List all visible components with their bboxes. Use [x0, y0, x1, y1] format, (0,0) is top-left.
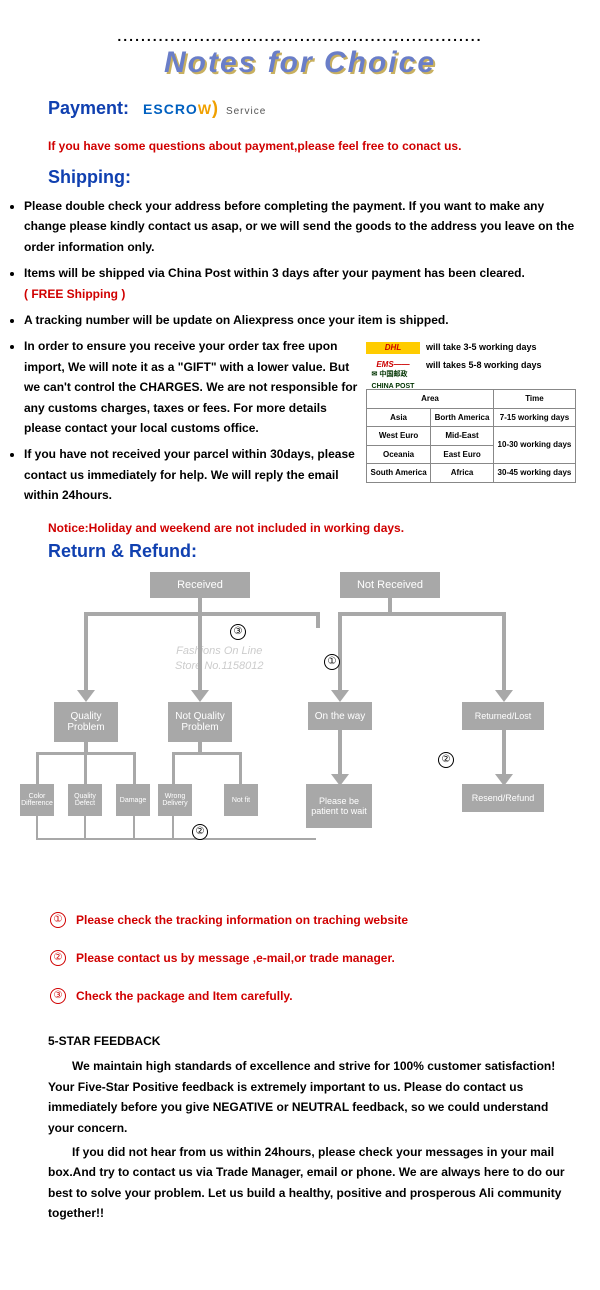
circle-2b: ② — [438, 752, 454, 768]
legend-row: ③ Check the package and Item carefully. — [50, 988, 600, 1004]
fc-quality-problem: Quality Problem — [54, 702, 118, 742]
fc-resend-refund: Resend/Refund — [462, 784, 544, 812]
list-item: Items will be shipped via China Post wit… — [24, 263, 580, 304]
legend-text: Check the package and Item carefully. — [76, 989, 293, 1003]
legend-row: ① Please check the tracking information … — [50, 912, 600, 928]
payment-label: Payment: — [48, 98, 129, 119]
feedback-title: 5-STAR FEEDBACK — [48, 1034, 568, 1048]
shipping-carriers-block: DHL will take 3-5 working days EMS—— wil… — [366, 340, 576, 483]
feedback-para-1: We maintain high standards of excellence… — [48, 1056, 568, 1138]
escrow-logo: ESCROW) Service — [143, 98, 266, 119]
dhl-logo: DHL — [366, 342, 420, 354]
fc-returned-lost: Returned/Lost — [462, 702, 544, 730]
fc-quality-defect: Quality Defect — [68, 784, 102, 816]
shipping-list: Please double check your address before … — [24, 196, 580, 505]
shipping-heading: Shipping: — [48, 167, 600, 188]
fc-not-fit: Not fit — [224, 784, 258, 816]
fc-wrong-delivery: Wrong Delivery — [158, 784, 192, 816]
watermark: Fashions On LineStore No.1158012 — [175, 644, 263, 673]
list-item: Please double check your address before … — [24, 196, 580, 257]
circle-3: ③ — [230, 624, 246, 640]
legend-row: ② Please contact us by message ,e-mail,o… — [50, 950, 600, 966]
fc-not-quality-problem: Not Quality Problem — [168, 702, 232, 742]
legend-text: Please check the tracking information on… — [76, 913, 408, 927]
payment-note: If you have some questions about payment… — [48, 139, 600, 153]
fc-damage: Damage — [116, 784, 150, 816]
fc-received: Received — [150, 572, 250, 598]
return-flowchart: Received Not Received Fashions On LineSt… — [20, 572, 580, 882]
carrier-row: DHL will take 3-5 working days — [366, 340, 576, 355]
fc-not-received: Not Received — [340, 572, 440, 598]
payment-row: Payment: ESCROW) Service — [48, 98, 600, 119]
chinapost-logo: ✉ 中国邮政CHINA POST — [366, 375, 420, 387]
fc-please-wait: Please be patient to wait — [306, 784, 372, 828]
feedback-section: 5-STAR FEEDBACK We maintain high standar… — [48, 1034, 568, 1223]
legend-num-2: ② — [50, 950, 66, 966]
legend-num-1: ① — [50, 912, 66, 928]
feedback-para-2: If you did not hear from us within 24hou… — [48, 1142, 568, 1224]
fc-on-the-way: On the way — [308, 702, 372, 730]
fc-color-diff: Color Difference — [20, 784, 54, 816]
holiday-notice: Notice:Holiday and weekend are not inclu… — [48, 521, 600, 535]
area-shipping-table: AreaTime AsiaBorth America7-15 working d… — [366, 389, 576, 483]
list-item: A tracking number will be update on Alie… — [24, 310, 580, 330]
legend-num-3: ③ — [50, 988, 66, 1004]
legend-text: Please contact us by message ,e-mail,or … — [76, 951, 395, 965]
return-legend: ① Please check the tracking information … — [50, 912, 600, 1004]
carrier-row: ✉ 中国邮政CHINA POST — [366, 375, 576, 387]
free-shipping-label: ( FREE Shipping ) — [24, 287, 125, 301]
divider-dots: ........................................… — [0, 28, 600, 44]
list-item: DHL will take 3-5 working days EMS—— wil… — [24, 336, 580, 438]
return-heading: Return & Refund: — [48, 541, 600, 562]
page-title: Notes for Choice — [0, 46, 600, 80]
